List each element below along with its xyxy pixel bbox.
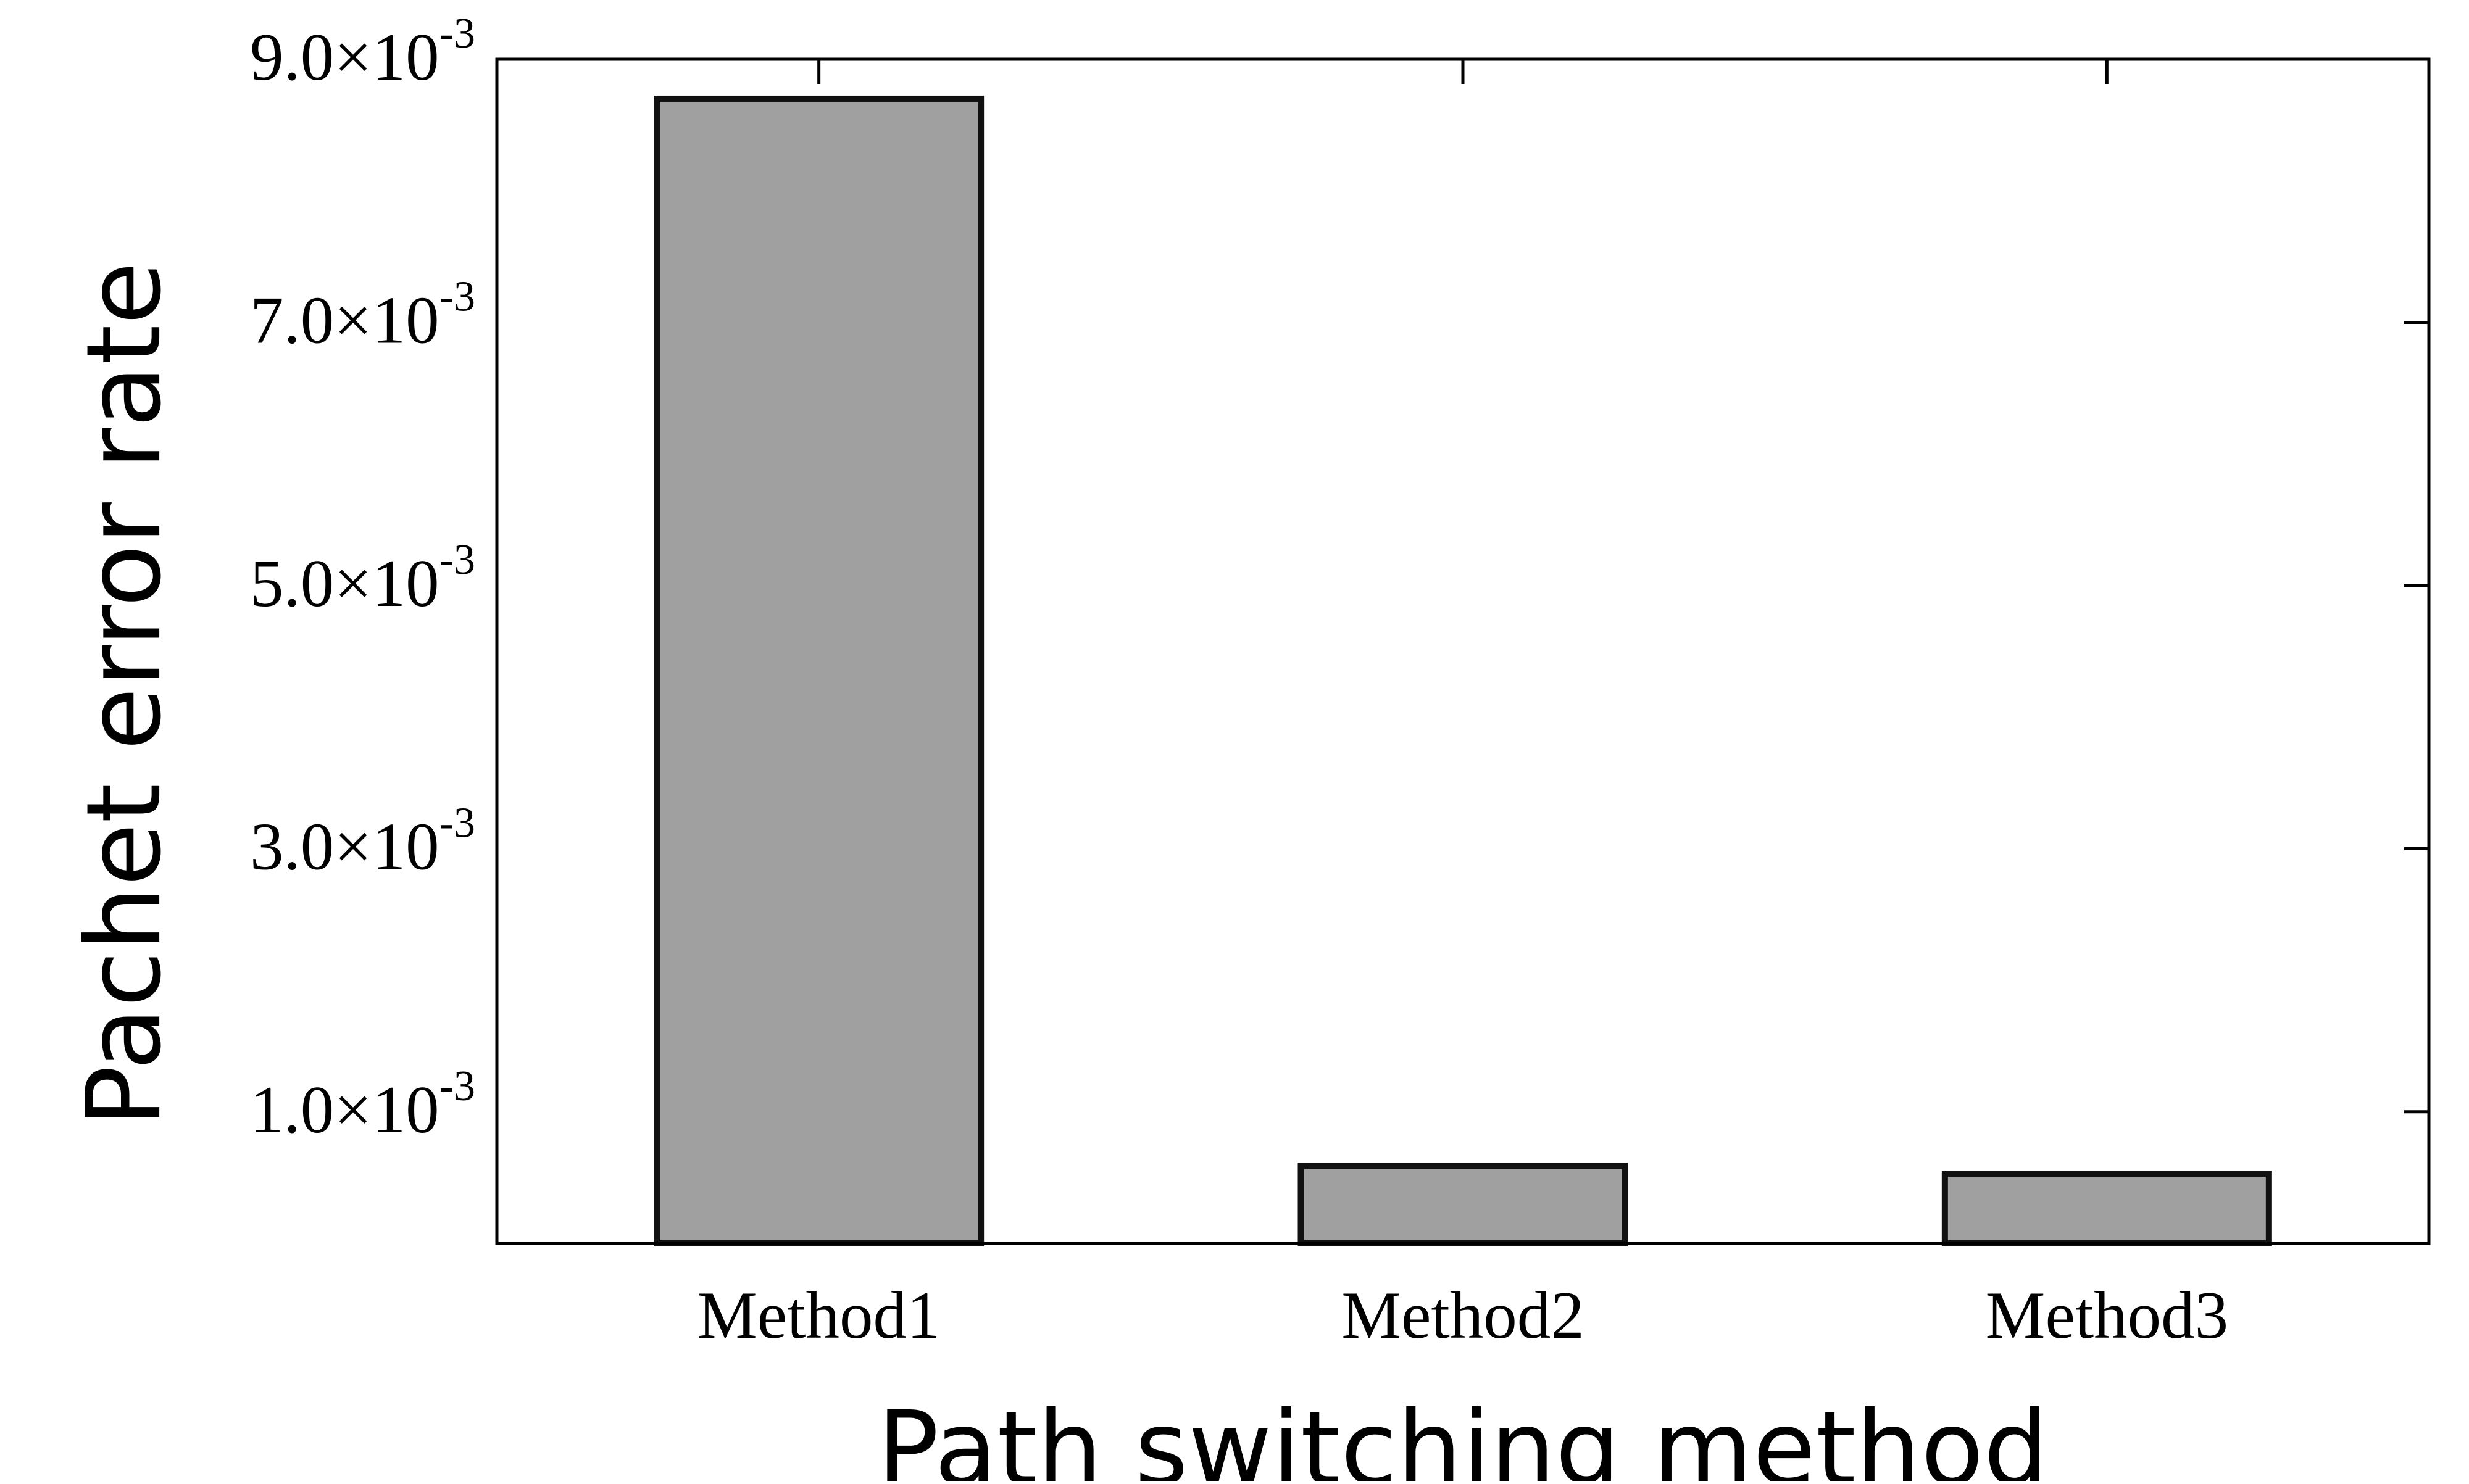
bar-method1 <box>654 95 985 1246</box>
y-tick-label: 3.0×10-3 <box>250 799 475 884</box>
y-tick-label: 7.0×10-3 <box>250 273 475 357</box>
x-axis-title: Path switching method <box>877 1390 2049 1481</box>
x-tick-labels: Method1 Method2 Method3 <box>697 1278 2228 1353</box>
y-tick-label: 5.0×10-3 <box>250 536 475 621</box>
x-tick-label: Method3 <box>1986 1278 2229 1353</box>
y-axis-title: Pachet error rate <box>65 262 184 1127</box>
bar-method2 <box>1297 1163 1628 1246</box>
x-tick-label: Method2 <box>1341 1278 1584 1353</box>
y-tick-labels: 9.0×10-3 7.0×10-3 5.0×10-3 3.0×10-3 1.0×10-3 <box>250 10 475 1147</box>
bar-method3 <box>1941 1170 2272 1246</box>
y-tick-label: 1.0×10-3 <box>250 1063 475 1147</box>
bars-layer <box>654 95 2272 1246</box>
y-tick-label: 9.0×10-3 <box>250 10 475 94</box>
x-tick-label: Method1 <box>697 1278 941 1353</box>
ticks-layer <box>817 57 2429 1114</box>
